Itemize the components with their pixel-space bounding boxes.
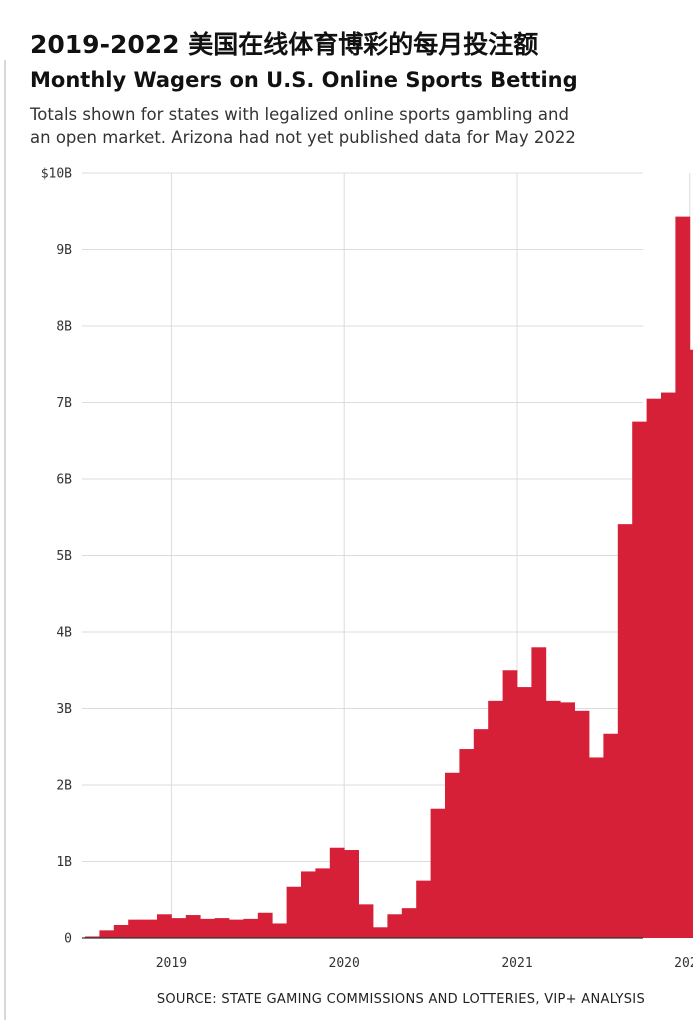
bar-2019-02 (185, 915, 201, 938)
bar-2020-08 (445, 772, 460, 938)
bar-2021-10 (646, 398, 662, 938)
bar-2018-09 (113, 924, 129, 938)
subtitle-line-1: Totals shown for states with legalized o… (30, 105, 569, 124)
bar-2019-08 (272, 923, 287, 938)
bar-2019-09 (286, 886, 302, 938)
y-tick-label: 9B (56, 243, 72, 258)
chart-title-english: Monthly Wagers on U.S. Online Sports Bet… (30, 68, 578, 92)
bar-2019-01 (171, 918, 187, 938)
bar-2020-12 (502, 670, 518, 938)
y-tick-label: $10B (41, 167, 72, 182)
y-tick-label: 7B (56, 396, 72, 411)
left-accent-rule (4, 60, 6, 1020)
y-tick-label: 6B (56, 473, 72, 488)
bar-2020-02 (358, 904, 374, 938)
bar-2018-07 (85, 936, 100, 938)
bar-2021-01 (517, 687, 532, 938)
y-tick-label: 0 (64, 932, 72, 947)
bar-2021-02 (531, 647, 547, 938)
y-tick-label: 2B (56, 779, 72, 794)
y-tick-label: 1B (56, 855, 72, 870)
x-tick-label: 2019 (156, 956, 187, 971)
bar-2018-12 (157, 914, 172, 938)
bars (85, 216, 693, 939)
bar-2021-03 (545, 700, 561, 938)
bar-2021-07 (603, 733, 619, 938)
bar-2021-08 (617, 524, 633, 938)
x-tick-label: 2022 (674, 956, 693, 971)
bar-2019-10 (301, 871, 316, 938)
bar-2018-10 (128, 919, 143, 938)
bar-2020-04 (387, 914, 403, 938)
bar-2020-07 (430, 808, 446, 938)
bar-2020-05 (401, 908, 417, 938)
bar-2019-04 (214, 918, 230, 938)
bar-2021-06 (589, 757, 604, 938)
bar-2020-11 (488, 700, 503, 938)
bar-2020-09 (459, 749, 475, 938)
bar-2020-10 (473, 729, 489, 938)
axes: 0 1B 2B 3B 4B 5B 6B 7B 8B 9B $10B 2019 2020 2021 2022 (41, 167, 693, 972)
source-note: SOURCE: STATE GAMING COMMISSIONS AND LOT… (156, 992, 645, 1007)
bar-2019-03 (200, 918, 215, 938)
bar-2021-05 (574, 710, 590, 938)
bar-2018-11 (142, 919, 158, 938)
bar-2018-08 (99, 930, 115, 938)
bar-2020-01 (344, 850, 359, 938)
y-tick-label: 8B (56, 320, 72, 335)
bar-2019-11 (315, 868, 331, 938)
bar-2019-12 (329, 847, 345, 938)
bar-2020-06 (416, 880, 431, 938)
x-tick-label: 2020 (329, 956, 360, 971)
chart-title-chinese: 2019-2022 美国在线体育博彩的每月投注额 (30, 30, 539, 59)
wagers-bar-chart: 0 1B 2B 3B 4B 5B 6B 7B 8B 9B $10B 2019 2020 2021 2022 (41, 167, 693, 972)
chart-subtitle: Totals shown for states with legalized o… (30, 103, 670, 149)
bar-2021-12 (675, 216, 691, 939)
bar-2021-09 (632, 421, 647, 938)
bar-2019-05 (229, 919, 244, 938)
bar-2021-11 (661, 392, 676, 938)
bar-2020-03 (373, 927, 388, 938)
subtitle-line-2: an open market. Arizona had not yet publ… (30, 128, 576, 147)
bar-2019-06 (243, 918, 259, 938)
y-tick-label: 5B (56, 549, 72, 564)
x-tick-label: 2021 (501, 956, 532, 971)
y-tick-label: 4B (56, 626, 72, 641)
y-tick-label: 3B (56, 702, 72, 717)
bar-2022-01 (689, 349, 693, 939)
bar-2019-07 (257, 912, 273, 938)
bar-2021-04 (560, 702, 575, 938)
